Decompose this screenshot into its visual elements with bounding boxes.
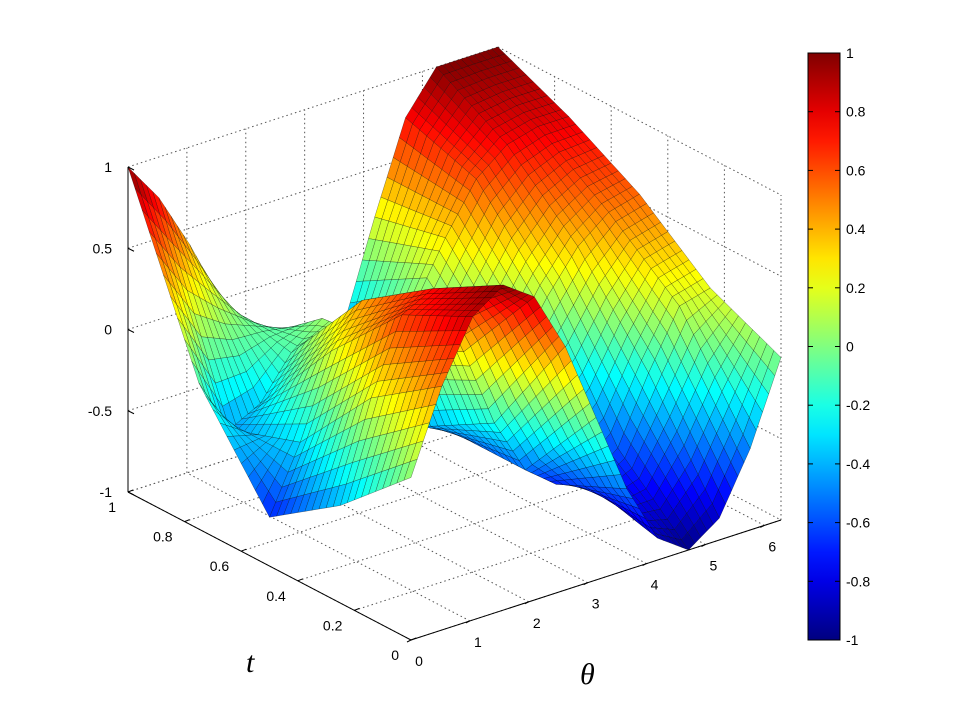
colorbar-tick-label: -0.2 [846,397,870,413]
colorbar-tick-label: 0 [846,339,854,355]
surface-patch [403,459,418,481]
colorbar-tick-label: 0.6 [846,162,866,178]
y-tick-label: 0 [391,647,399,663]
y-axis-label: t [246,646,255,679]
x-tick-label: 6 [768,538,776,554]
z-tick-label: -1 [100,484,113,500]
colorbar-tick-label: -1 [846,632,859,648]
y-tick-label: 1 [108,499,116,515]
colorbar-tick-label: -0.4 [846,456,870,472]
x-tick-label: 5 [710,558,718,574]
colorbar-tick-label: 0.2 [846,280,866,296]
colorbar-tick-label: 1 [846,45,854,61]
colorbar: -1 -0.8 -0.6 -0.4 -0.2 0 0.2 0.4 0.6 0.8 1 [807,45,870,648]
x-tick-label: 3 [592,596,600,612]
z-tick-label: -0.5 [88,403,112,419]
z-tick-label: 0.5 [93,240,113,256]
x-tick-label: 0 [415,653,423,669]
z-tick-label: 1 [104,159,112,175]
y-tick-label: 0.2 [323,617,343,633]
colorbar-tick-label: 0.8 [846,104,866,120]
colorbar-tick-label: 0.4 [846,221,866,237]
axes-frame [127,166,782,643]
y-tick-label: 0.8 [153,529,173,545]
colorbar-tick-label: -0.8 [846,573,870,589]
x-tick-label: 4 [651,577,659,593]
x-tick-label: 1 [474,634,482,650]
colorbar-tick-label: -0.6 [846,515,870,531]
colorbar-gradient [807,52,841,641]
x-tick-label: 2 [533,615,541,631]
x-axis-label: θ [580,658,595,691]
y-tick-label: 0.6 [210,558,230,574]
y-tick-label: 0.4 [266,588,286,604]
surface-mesh [127,46,782,551]
z-tick-label: 0 [104,322,112,338]
